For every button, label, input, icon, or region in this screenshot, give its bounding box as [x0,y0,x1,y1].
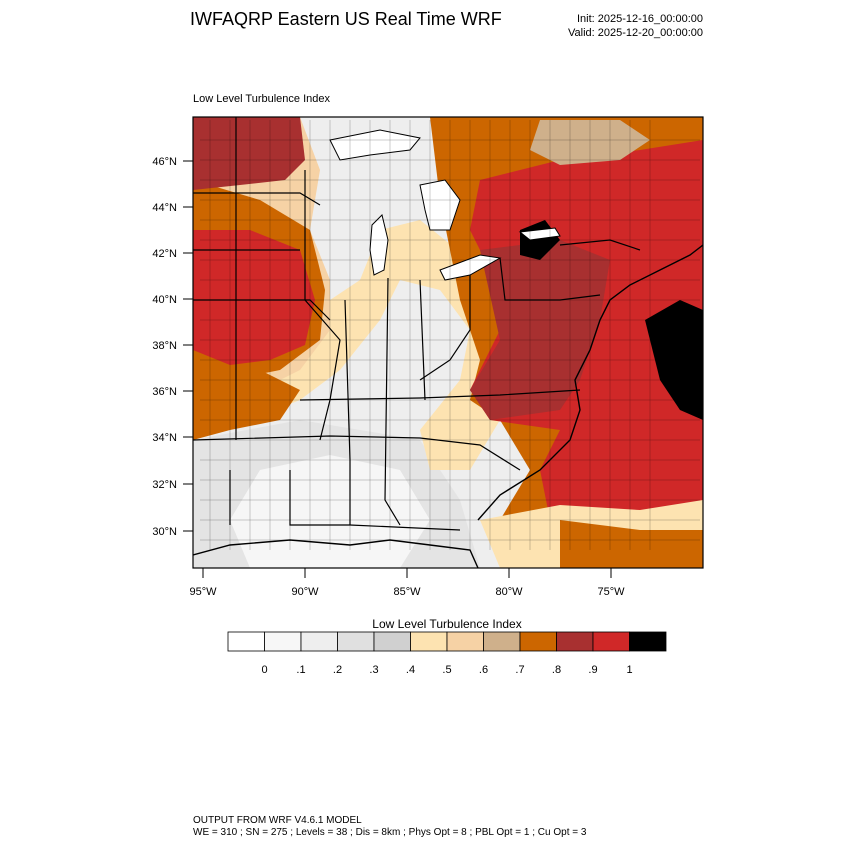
colorbar-label-9: .9 [588,664,597,676]
colorbar-box-3 [337,631,375,652]
lon-ticks [202,568,612,578]
turbulence-field [193,117,703,568]
footer-line-1: OUTPUT FROM WRF V4.6.1 MODEL [193,815,362,826]
colorbar-label-6: .6 [479,664,488,676]
map-title: IWFAQRP Eastern US Real Time WRF [190,9,502,29]
colorbar-label-4: .4 [406,664,415,676]
lat-ticks [183,160,193,532]
lat-label-46: 46°N [152,156,177,168]
field-southeast-08 [560,520,703,568]
field-west-1 [193,230,315,365]
colorbar-label-5: .5 [442,664,451,676]
model-footer: OUTPUT FROM WRF V4.6.1 MODEL WE = 310 ; … [193,815,586,839]
init-time: Init: 2025-12-16_00:00:00 [577,13,703,25]
lat-label-42: 42°N [152,248,177,260]
lon-label-85: 85°W [393,586,421,598]
lat-label-34: 34°N [152,432,177,444]
lat-label-38: 38°N [152,340,177,352]
field-east-09 [470,240,610,420]
lat-label-44: 44°N [152,202,177,214]
valid-time: Valid: 2025-12-20_00:00:00 [568,27,703,39]
colorbar-label-7: .7 [515,664,524,676]
colorbar-box-0 [227,631,265,652]
colorbar-label-3: .3 [369,664,378,676]
colorbar-box-1 [264,631,302,652]
lat-label-40: 40°N [152,294,177,306]
colorbar-label-10: 1 [626,664,632,676]
colorbar-box-7 [483,631,521,652]
colorbar-boxes [227,631,667,652]
lat-label-30: 30°N [152,526,177,538]
colorbar-box-2 [300,631,338,652]
map-frame [192,116,704,569]
field-northwest-09 [193,117,305,190]
colorbar-box-11 [629,631,667,652]
colorbar-box-5 [410,631,448,652]
lon-label-90: 90°W [291,586,319,598]
county-lines [200,120,700,550]
lon-label-95: 95°W [189,586,217,598]
colorbar-box-4 [373,631,411,652]
lon-label-75: 75°W [597,586,625,598]
colorbar-box-6 [446,631,484,652]
lat-label-32: 32°N [152,479,177,491]
colorbar-title: Low Level Turbulence Index [372,617,521,631]
colorbar-label-8: .8 [552,664,561,676]
footer-line-2: WE = 310 ; SN = 275 ; Levels = 38 ; Dis … [193,827,587,838]
lon-label-80: 80°W [495,586,523,598]
colorbar-box-10 [592,631,630,652]
plot-label: Low Level Turbulence Index [193,93,330,105]
colorbar-label-1: .1 [296,664,305,676]
colorbar-label-0: 0 [261,664,267,676]
colorbar-label-2: .2 [333,664,342,676]
colorbar-labels: 0 .1 .2 .3 .4 .5 .6 .7 .8 .9 1 [261,664,632,676]
lat-label-36: 36°N [152,386,177,398]
colorbar-box-9 [556,631,594,652]
field-sw-08 [193,370,300,440]
colorbar-box-8 [519,631,557,652]
